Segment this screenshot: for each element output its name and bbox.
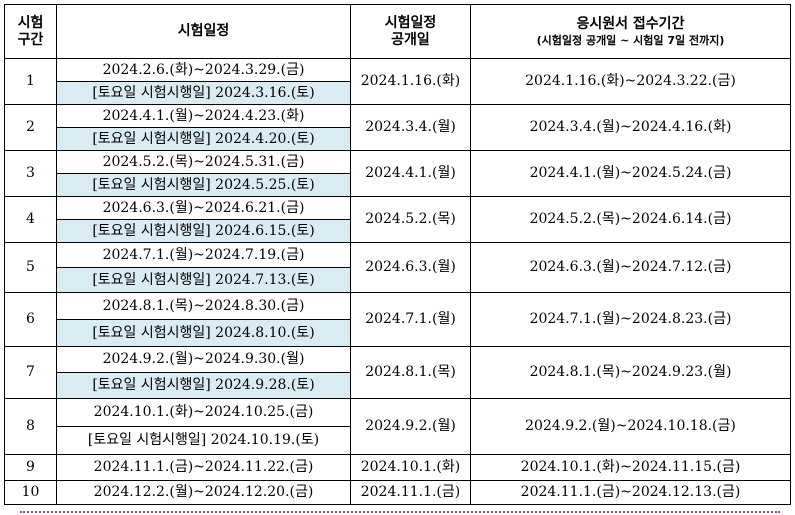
release-date: 2024.4.1.(월): [350, 150, 471, 197]
table-row: 8 2024.10.1.(화)~2024.10.25.(금) 2024.9.2.…: [4, 398, 791, 455]
exam-schedule-table: 시험 구간 시험일정 시험일정 공개일 응시원서 접수기간 (시험일정 공개일 …: [4, 4, 791, 505]
saturday-exam-date: [토요일 시험시행일] 2024.4.20.(토): [56, 127, 351, 151]
exam-period: 2024.9.2.(월)~2024.9.30.(월): [56, 346, 351, 373]
exam-period: 2024.4.1.(월)~2024.4.23.(화): [56, 104, 351, 128]
section-number: 9: [4, 454, 57, 481]
header-release-date: 시험일정 공개일: [350, 4, 471, 59]
table-row: [토요일 시험시행일] 2024.10.19.(토): [5, 426, 791, 455]
section-number: 7: [4, 346, 57, 399]
header-row: 시험 구간 시험일정 시험일정 공개일 응시원서 접수기간 (시험일정 공개일 …: [4, 4, 791, 59]
table-row: 6 2024.8.1.(목)~2024.8.30.(금) 2024.7.1.(월…: [4, 292, 791, 347]
table-row: [토요일 시험시행일] 2024.7.13.(토): [5, 267, 791, 293]
saturday-exam-date: [토요일 시험시행일] 2024.6.15.(토): [56, 219, 351, 243]
table-row: [토요일 시험시행일] 2024.9.28.(토): [5, 372, 791, 399]
exam-period: 2024.11.1.(금)~2024.11.22.(금): [56, 454, 351, 481]
release-date: 2024.3.4.(월): [350, 104, 471, 151]
table-row: 2 2024.4.1.(월)~2024.4.23.(화) 2024.3.4.(월…: [4, 104, 791, 151]
table-row: 9 2024.11.1.(금)~2024.11.22.(금) 2024.10.1…: [4, 454, 791, 481]
section-number: 2: [4, 104, 57, 151]
header-application-period: 응시원서 접수기간 (시험일정 공개일 ~ 시험일 7일 전까지): [470, 4, 791, 59]
saturday-exam-date: [토요일 시험시행일] 2024.7.13.(토): [56, 267, 351, 293]
application-period: 2024.6.3.(월)~2024.7.12.(금): [470, 242, 791, 293]
application-period: 2024.9.2.(월)~2024.10.18.(금): [470, 398, 791, 455]
release-date: 2024.5.2.(목): [350, 196, 471, 243]
exam-period: 2024.6.3.(월)~2024.6.21.(금): [56, 196, 351, 220]
saturday-exam-date: [토요일 시험시행일] 2024.10.19.(토): [56, 426, 351, 455]
application-period: 2024.7.1.(월)~2024.8.23.(금): [470, 292, 791, 347]
exam-period: 2024.5.2.(목)~2024.5.31.(금): [56, 150, 351, 174]
exam-period: 2024.8.1.(목)~2024.8.30.(금): [56, 292, 351, 320]
section-number: 8: [4, 398, 57, 455]
header-section: 시험 구간: [4, 4, 57, 59]
application-period: 2024.1.16.(화)~2024.3.22.(금): [470, 58, 791, 105]
release-date: 2024.1.16.(화): [350, 58, 471, 105]
section-number: 10: [4, 480, 57, 505]
table-row: 7 2024.9.2.(월)~2024.9.30.(월) 2024.8.1.(목…: [4, 346, 791, 399]
table-row: [토요일 시험시행일] 2024.6.15.(토): [5, 219, 791, 243]
section-number: 6: [4, 292, 57, 347]
table-row: [토요일 시험시행일] 2024.3.16.(토): [5, 81, 791, 105]
saturday-exam-date: [토요일 시험시행일] 2024.8.10.(토): [56, 319, 351, 347]
saturday-exam-date: [토요일 시험시행일] 2024.9.28.(토): [56, 372, 351, 399]
application-period: 2024.3.4.(월)~2024.4.16.(화): [470, 104, 791, 151]
application-period: 2024.8.1.(목)~2024.9.23.(월): [470, 346, 791, 399]
application-period: 2024.4.1.(월)~2024.5.24.(금): [470, 150, 791, 197]
cut-off-footnote-text: [20, 509, 780, 515]
table-row: [토요일 시험시행일] 2024.5.25.(토): [5, 173, 791, 197]
release-date: 2024.6.3.(월): [350, 242, 471, 293]
release-date: 2024.9.2.(월): [350, 398, 471, 455]
header-application-note: (시험일정 공개일 ~ 시험일 7일 전까지): [536, 33, 725, 47]
exam-period: 2024.10.1.(화)~2024.10.25.(금): [56, 398, 351, 427]
release-date: 2024.10.1.(화): [350, 454, 471, 481]
section-number: 4: [4, 196, 57, 243]
application-period: 2024.10.1.(화)~2024.11.15.(금): [470, 454, 791, 481]
section-number: 1: [4, 58, 57, 105]
application-period: 2024.11.1.(금)~2024.12.13.(금): [470, 480, 791, 505]
release-date: 2024.8.1.(목): [350, 346, 471, 399]
table-row: 5 2024.7.1.(월)~2024.7.19.(금) 2024.6.3.(월…: [4, 242, 791, 293]
table-row: 3 2024.5.2.(목)~2024.5.31.(금) 2024.4.1.(월…: [4, 150, 791, 197]
section-number: 5: [4, 242, 57, 293]
saturday-exam-date: [토요일 시험시행일] 2024.5.25.(토): [56, 173, 351, 197]
release-date: 2024.7.1.(월): [350, 292, 471, 347]
table-row: 10 2024.12.2.(월)~2024.12.20.(금) 2024.11.…: [4, 480, 791, 505]
section-number: 3: [4, 150, 57, 197]
exam-period: 2024.12.2.(월)~2024.12.20.(금): [56, 480, 351, 505]
table-row: [토요일 시험시행일] 2024.8.10.(토): [5, 319, 791, 347]
table-row: 4 2024.6.3.(월)~2024.6.21.(금) 2024.5.2.(목…: [4, 196, 791, 243]
saturday-exam-date: [토요일 시험시행일] 2024.3.16.(토): [56, 81, 351, 105]
exam-period: 2024.7.1.(월)~2024.7.19.(금): [56, 242, 351, 268]
header-schedule: 시험일정: [56, 4, 351, 59]
table-row: 1 2024.2.6.(화)~2024.3.29.(금) 2024.1.16.(…: [4, 58, 791, 105]
application-period: 2024.5.2.(목)~2024.6.14.(금): [470, 196, 791, 243]
exam-period: 2024.2.6.(화)~2024.3.29.(금): [56, 58, 351, 82]
release-date: 2024.11.1.(금): [350, 480, 471, 505]
